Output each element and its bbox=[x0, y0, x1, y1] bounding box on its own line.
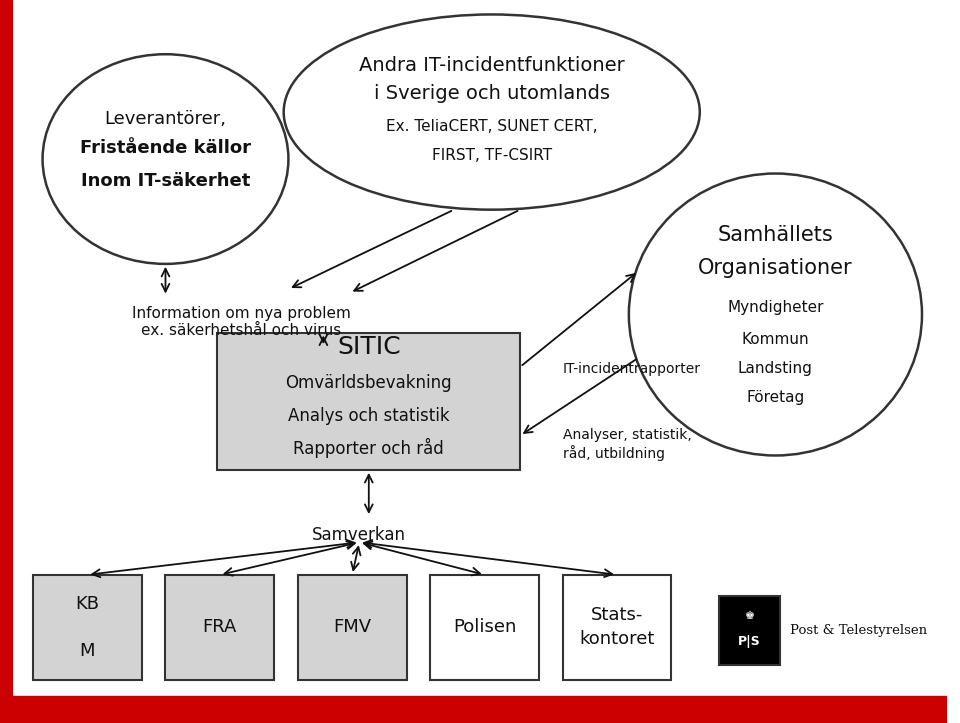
Text: SITIC: SITIC bbox=[337, 335, 400, 359]
Text: i Sverige och utomlands: i Sverige och utomlands bbox=[373, 85, 610, 103]
Text: Inom IT-säkerhet: Inom IT-säkerhet bbox=[81, 172, 251, 189]
Text: Leverantörer,: Leverantörer, bbox=[105, 111, 227, 128]
Text: Stats-
kontoret: Stats- kontoret bbox=[579, 607, 655, 648]
Text: KB

M: KB M bbox=[76, 594, 100, 660]
Text: Myndigheter: Myndigheter bbox=[727, 300, 824, 315]
Bar bbox=[563, 575, 671, 680]
Bar bbox=[298, 575, 407, 680]
Text: Post & Telestyrelsen: Post & Telestyrelsen bbox=[790, 625, 926, 637]
Bar bbox=[430, 575, 539, 680]
Text: Organisationer: Organisationer bbox=[698, 257, 852, 278]
Text: Ex. TeliaCERT, SUNET CERT,: Ex. TeliaCERT, SUNET CERT, bbox=[386, 119, 597, 134]
Text: ♚: ♚ bbox=[744, 611, 755, 621]
Text: P|S: P|S bbox=[738, 635, 760, 648]
Text: Analyser, statistik,
råd, utbildning: Analyser, statistik, råd, utbildning bbox=[563, 428, 691, 461]
Text: Polisen: Polisen bbox=[453, 618, 516, 636]
Bar bbox=[0, 0, 12, 723]
Text: Omvärldsbevakning: Omvärldsbevakning bbox=[285, 375, 452, 392]
Bar bbox=[0, 696, 946, 723]
Text: FIRST, TF-CSIRT: FIRST, TF-CSIRT bbox=[432, 148, 552, 163]
Ellipse shape bbox=[629, 174, 922, 455]
Text: FRA: FRA bbox=[203, 618, 237, 636]
Ellipse shape bbox=[42, 54, 288, 264]
Text: Samhällets: Samhällets bbox=[717, 225, 833, 245]
Bar bbox=[165, 575, 275, 680]
Text: Analys och statistik: Analys och statistik bbox=[288, 407, 449, 424]
Bar bbox=[719, 596, 780, 665]
Bar bbox=[218, 333, 520, 470]
Text: Information om nya problem
ex. säkerhetshål och virus: Information om nya problem ex. säkerhets… bbox=[132, 306, 350, 338]
Text: FMV: FMV bbox=[333, 618, 372, 636]
Text: Rapporter och råd: Rapporter och råd bbox=[294, 438, 444, 458]
Bar bbox=[33, 575, 142, 680]
Text: Landsting: Landsting bbox=[738, 362, 813, 376]
Text: Samverkan: Samverkan bbox=[312, 526, 406, 544]
Text: Andra IT-incidentfunktioner: Andra IT-incidentfunktioner bbox=[359, 56, 625, 74]
Text: IT-incidentrapporter: IT-incidentrapporter bbox=[563, 362, 701, 376]
Ellipse shape bbox=[284, 14, 700, 210]
Text: Fristående källor: Fristående källor bbox=[80, 140, 251, 157]
Text: Kommun: Kommun bbox=[742, 333, 809, 347]
Text: Företag: Företag bbox=[746, 390, 804, 405]
